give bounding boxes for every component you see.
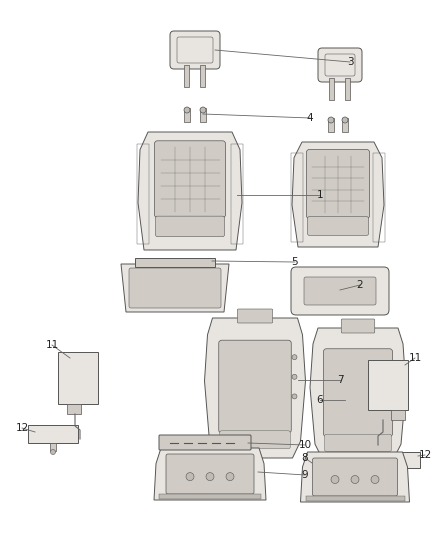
Bar (345, 78, 350, 100)
FancyBboxPatch shape (155, 216, 225, 237)
Bar (184, 108, 190, 122)
Circle shape (328, 117, 334, 123)
FancyBboxPatch shape (307, 216, 369, 236)
FancyBboxPatch shape (312, 458, 398, 496)
Bar (291, 152, 303, 242)
FancyBboxPatch shape (318, 48, 362, 82)
Bar (372, 452, 420, 468)
Text: 6: 6 (317, 395, 323, 405)
Circle shape (226, 473, 234, 481)
FancyBboxPatch shape (166, 454, 254, 494)
Circle shape (292, 374, 297, 379)
Text: 2: 2 (357, 280, 363, 290)
Circle shape (351, 475, 359, 483)
Bar (135, 258, 215, 267)
Text: 11: 11 (46, 340, 59, 350)
Circle shape (186, 473, 194, 481)
FancyBboxPatch shape (129, 268, 221, 308)
Text: 8: 8 (302, 453, 308, 463)
Bar (200, 65, 205, 87)
Bar (368, 360, 408, 410)
Text: 7: 7 (337, 375, 343, 385)
Circle shape (392, 362, 398, 367)
Polygon shape (300, 452, 410, 502)
Text: 3: 3 (347, 57, 353, 67)
Polygon shape (310, 328, 406, 460)
Text: 1: 1 (317, 190, 323, 200)
Text: 12: 12 (418, 450, 431, 460)
Bar (184, 65, 189, 87)
Bar (231, 144, 243, 244)
Polygon shape (205, 318, 305, 458)
Text: 4: 4 (307, 113, 313, 123)
Bar (50, 443, 56, 451)
Circle shape (392, 381, 398, 386)
FancyBboxPatch shape (304, 277, 376, 305)
Circle shape (342, 117, 348, 123)
Bar (393, 468, 399, 476)
Bar (159, 494, 261, 499)
Circle shape (206, 473, 214, 481)
Circle shape (292, 354, 297, 360)
Bar (391, 410, 405, 420)
Circle shape (50, 449, 56, 455)
FancyBboxPatch shape (291, 267, 389, 315)
Circle shape (184, 107, 190, 113)
FancyBboxPatch shape (159, 435, 251, 450)
Bar (329, 78, 334, 100)
Bar (373, 152, 385, 242)
Circle shape (292, 394, 297, 399)
FancyBboxPatch shape (325, 434, 392, 451)
FancyBboxPatch shape (307, 149, 370, 219)
FancyBboxPatch shape (324, 349, 392, 437)
FancyBboxPatch shape (170, 31, 220, 69)
FancyBboxPatch shape (220, 431, 290, 449)
Text: 12: 12 (15, 423, 28, 433)
Bar (28, 425, 78, 443)
Polygon shape (292, 142, 384, 247)
Polygon shape (154, 448, 266, 500)
Bar (137, 144, 149, 244)
Bar (67, 404, 81, 414)
Bar (58, 352, 98, 404)
Bar (328, 118, 334, 132)
Bar (342, 118, 348, 132)
Polygon shape (138, 132, 242, 250)
Circle shape (200, 107, 206, 113)
Circle shape (331, 475, 339, 483)
Text: 11: 11 (408, 353, 422, 363)
FancyBboxPatch shape (341, 319, 375, 333)
Circle shape (392, 399, 398, 405)
FancyBboxPatch shape (237, 309, 272, 323)
Text: 9: 9 (302, 470, 308, 480)
Text: 5: 5 (292, 257, 298, 267)
Text: 10: 10 (298, 440, 311, 450)
Circle shape (371, 475, 379, 483)
FancyBboxPatch shape (155, 141, 226, 217)
FancyBboxPatch shape (219, 340, 291, 433)
Polygon shape (121, 264, 229, 312)
Bar (200, 108, 206, 122)
Bar (305, 496, 405, 501)
Circle shape (393, 474, 399, 480)
